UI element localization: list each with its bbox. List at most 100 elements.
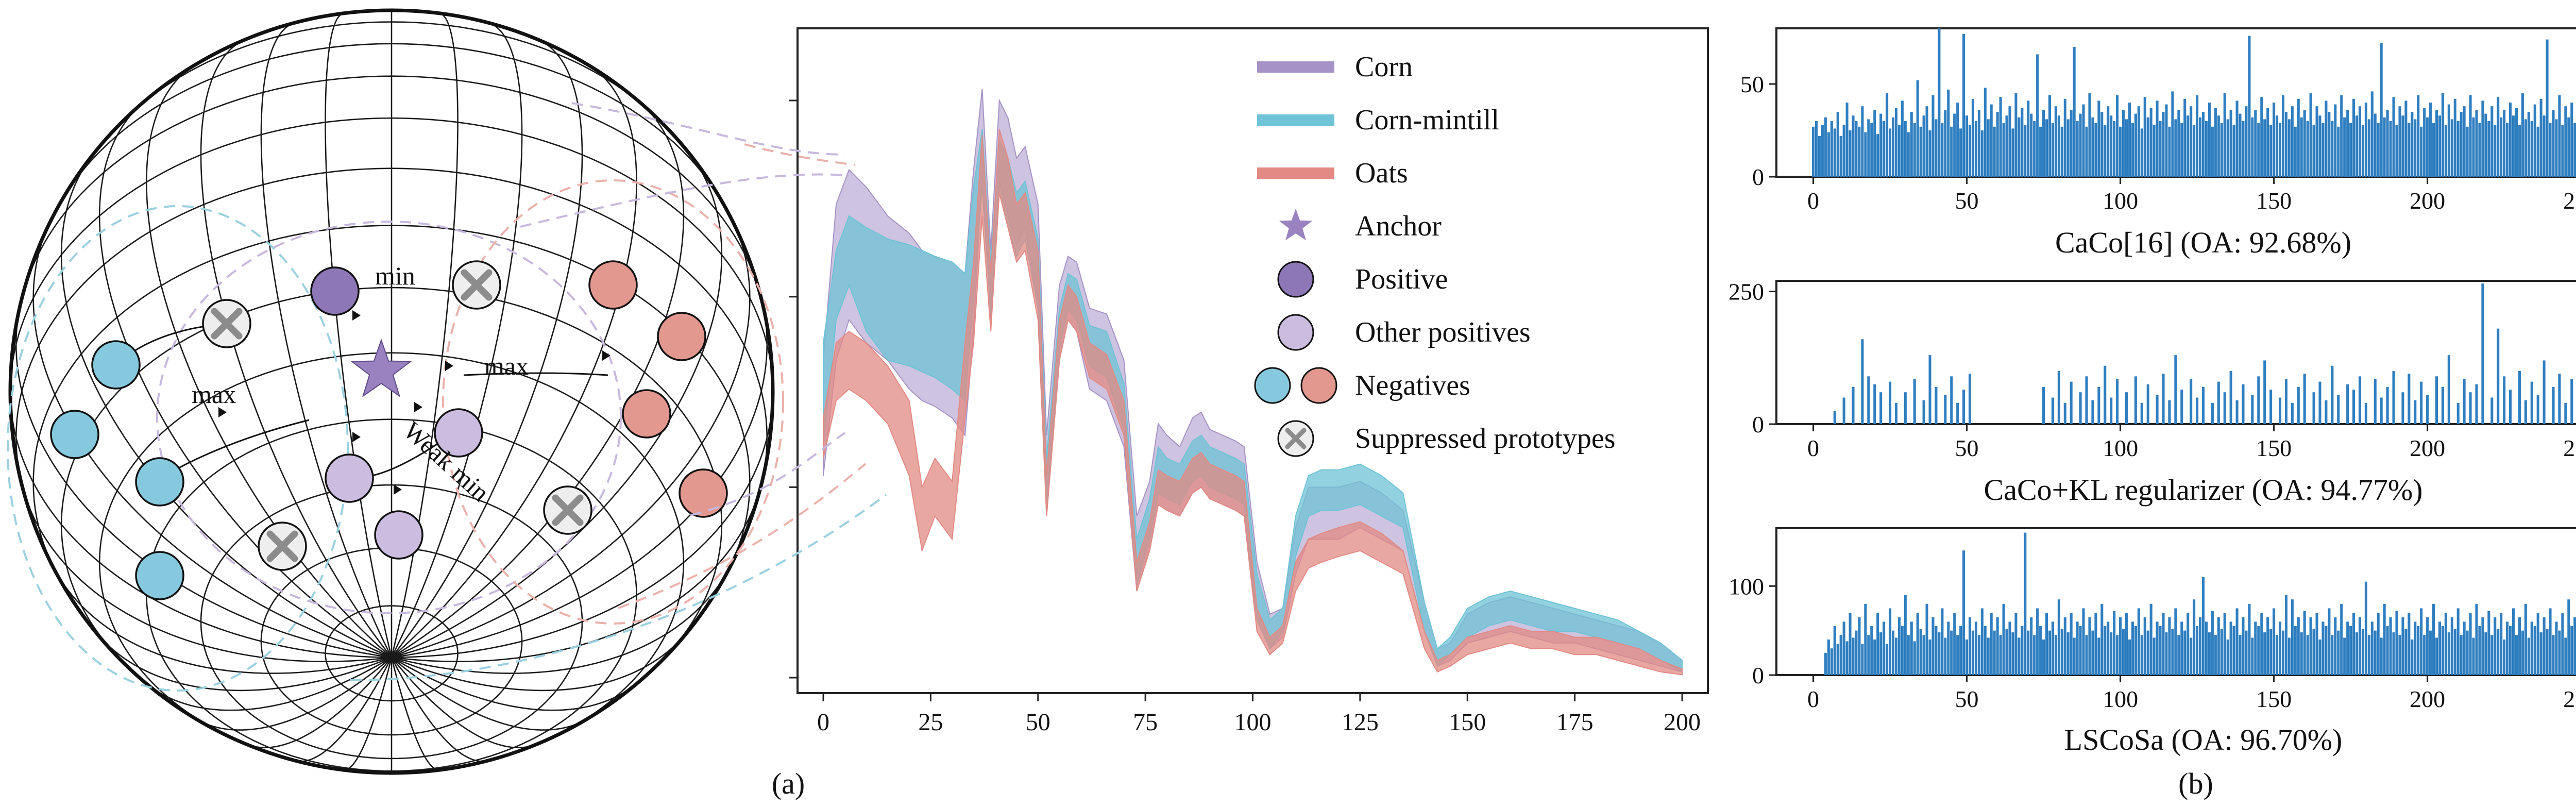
histogram-bar xyxy=(2014,93,2018,177)
histogram-bar xyxy=(1904,595,1907,675)
histogram-bar xyxy=(1928,130,1931,177)
histogram-bar xyxy=(2128,639,2131,675)
histogram-bar xyxy=(1873,639,1876,675)
histogram-bar xyxy=(2278,621,2282,675)
histogram-bar xyxy=(2472,637,2475,675)
histogram-bar xyxy=(2232,626,2235,675)
histogram-bar xyxy=(2404,100,2408,177)
histogram-bar xyxy=(2180,123,2183,177)
histogram-bar xyxy=(2190,106,2193,177)
legend-label: Anchor xyxy=(1355,210,1442,242)
histogram-bar xyxy=(2235,400,2239,424)
panel-label-b: (b) xyxy=(2178,767,2213,800)
histogram-bar xyxy=(2082,608,2085,675)
histogram-bar xyxy=(2401,392,2404,424)
histogram-bar xyxy=(2024,532,2027,675)
histogram-bar xyxy=(2567,117,2570,177)
histogram-bar xyxy=(2278,397,2282,424)
x-tick-label: 0 xyxy=(1807,435,1819,461)
histogram-bar xyxy=(2355,632,2359,675)
histogram-bar xyxy=(2564,106,2567,177)
direction-arrow-icon xyxy=(602,350,611,361)
histogram-bar xyxy=(2094,613,2097,675)
histogram-bar xyxy=(2116,95,2119,177)
histogram-bar xyxy=(2263,632,2266,675)
histogram-bar xyxy=(2223,392,2226,424)
histogram-bar xyxy=(2273,103,2276,177)
histogram-bar xyxy=(2460,112,2463,177)
direction-arrow-icon xyxy=(218,407,227,417)
histogram-bar xyxy=(2564,402,2567,424)
histogram-bar xyxy=(2257,626,2260,675)
histogram-bar xyxy=(1968,374,1972,424)
histogram-bar xyxy=(1962,33,1965,177)
histogram-bar xyxy=(2509,103,2512,177)
histogram-bar xyxy=(2500,117,2503,177)
histogram-bar xyxy=(2300,117,2303,177)
histogram-bar xyxy=(2076,621,2079,675)
histogram-bar xyxy=(2555,621,2558,675)
histogram-bar xyxy=(2469,95,2472,177)
histogram-bar xyxy=(1935,386,1938,424)
histogram-bar xyxy=(2223,93,2226,177)
connector-purple-top xyxy=(571,102,845,156)
histogram-bar xyxy=(1916,80,1919,177)
histogram-bar xyxy=(1962,390,1965,424)
histogram-bar xyxy=(2281,95,2285,177)
histogram-bar xyxy=(2358,617,2362,675)
histogram-bar xyxy=(2205,621,2208,675)
sphere-meridian xyxy=(391,40,583,658)
histogram-bar xyxy=(1852,637,1855,675)
histogram-bar xyxy=(1855,630,1858,675)
histogram-bar xyxy=(2497,328,2500,424)
histogram-bar xyxy=(2503,639,2506,675)
histogram-bar xyxy=(2417,95,2420,177)
histogram-bar xyxy=(1913,123,1916,177)
histogram-bar xyxy=(2340,95,2343,177)
histogram-bar xyxy=(2156,395,2159,424)
histogram-bar xyxy=(1861,339,1864,424)
histogram-bar xyxy=(2097,386,2100,424)
histogram-bar xyxy=(1962,550,1965,675)
histogram-bar xyxy=(2420,126,2423,177)
histogram-bar xyxy=(2438,115,2441,177)
histogram-bar xyxy=(2417,626,2420,675)
histogram-bar xyxy=(2273,608,2276,675)
sphere-meridian xyxy=(15,303,392,658)
histogram-bar xyxy=(2315,106,2318,177)
histogram-bar xyxy=(2352,613,2355,675)
histogram-caption: CaCo+KL regularizer (OA: 94.77%) xyxy=(1984,473,2423,507)
histogram-bar xyxy=(2570,626,2573,675)
histogram-bar xyxy=(2509,626,2512,675)
positive-circle-icon xyxy=(310,266,360,316)
histogram-bar xyxy=(2325,400,2328,424)
histogram-bar xyxy=(2156,100,2159,177)
histogram-bar xyxy=(1974,621,1977,675)
histogram-bar xyxy=(2107,106,2110,177)
histogram-bar xyxy=(2149,603,2153,675)
histogram-bar xyxy=(1824,652,1827,675)
histogram-bar xyxy=(2143,617,2146,675)
histogram-bar xyxy=(2490,635,2494,675)
histogram-bar xyxy=(2444,613,2447,675)
histogram-bar xyxy=(2208,632,2211,675)
x-tick-label: 200 xyxy=(2410,435,2445,461)
histogram-bar xyxy=(2337,395,2340,424)
histogram-bar xyxy=(2226,119,2229,177)
histogram-bar xyxy=(2530,621,2533,675)
histogram-bar xyxy=(2331,365,2334,424)
sphere-meridian xyxy=(391,102,685,658)
histogram-bar xyxy=(2263,119,2266,177)
histogram-bar xyxy=(1993,630,1996,675)
histogram-bar xyxy=(1827,639,1830,675)
histogram-bar xyxy=(2063,617,2066,675)
connector-line xyxy=(463,372,608,376)
histogram-bar xyxy=(2119,617,2122,675)
legend-label: Other positives xyxy=(1355,316,1531,348)
histogram-bar xyxy=(2223,613,2226,675)
histogram-bar xyxy=(2561,125,2564,177)
histogram-bar xyxy=(2306,635,2309,675)
histogram-bar xyxy=(2426,617,2429,675)
negative-circle-icon xyxy=(588,260,638,310)
histogram-bar xyxy=(1842,397,1845,424)
